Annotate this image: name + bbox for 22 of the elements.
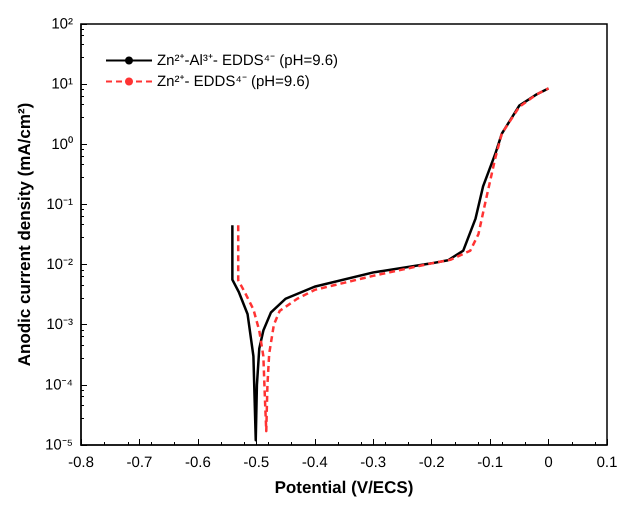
x-tick-label: -0.5: [243, 454, 270, 471]
x-tick-label: -0.2: [418, 454, 445, 471]
y-tick-label: 10⁰: [51, 136, 73, 153]
legend-label: Zn²⁺- EDDS⁴⁻ (pH=9.6): [157, 73, 310, 90]
y-tick-label: 10¹: [51, 76, 73, 93]
y-tick-label: 10⁻⁵: [45, 436, 73, 454]
y-tick-label: 10⁻³: [46, 316, 73, 334]
legend-label: Zn²⁺-Al³⁺- EDDS⁴⁻ (pH=9.6): [157, 52, 338, 69]
y-tick-label: 10⁻¹: [46, 196, 73, 213]
x-tick-label: -0.6: [184, 454, 211, 471]
x-axis-title: Potential (V/ECS): [274, 478, 414, 497]
x-tick-label: -0.4: [302, 454, 328, 471]
x-tick-label: -0.1: [477, 454, 504, 471]
y-tick-label: 10⁻⁴: [44, 376, 73, 394]
x-tick-label: -0.3: [360, 454, 386, 471]
y-tick-label: 10²: [51, 16, 73, 32]
x-tick-label: 0.1: [596, 454, 618, 471]
y-tick-label: 10⁻²: [46, 256, 73, 274]
x-tick-label: -0.8: [68, 454, 94, 471]
x-tick-label: 0: [544, 454, 553, 471]
x-tick-label: -0.7: [126, 454, 152, 471]
y-axis-title: Anodic current density (mA/cm²): [15, 102, 34, 366]
